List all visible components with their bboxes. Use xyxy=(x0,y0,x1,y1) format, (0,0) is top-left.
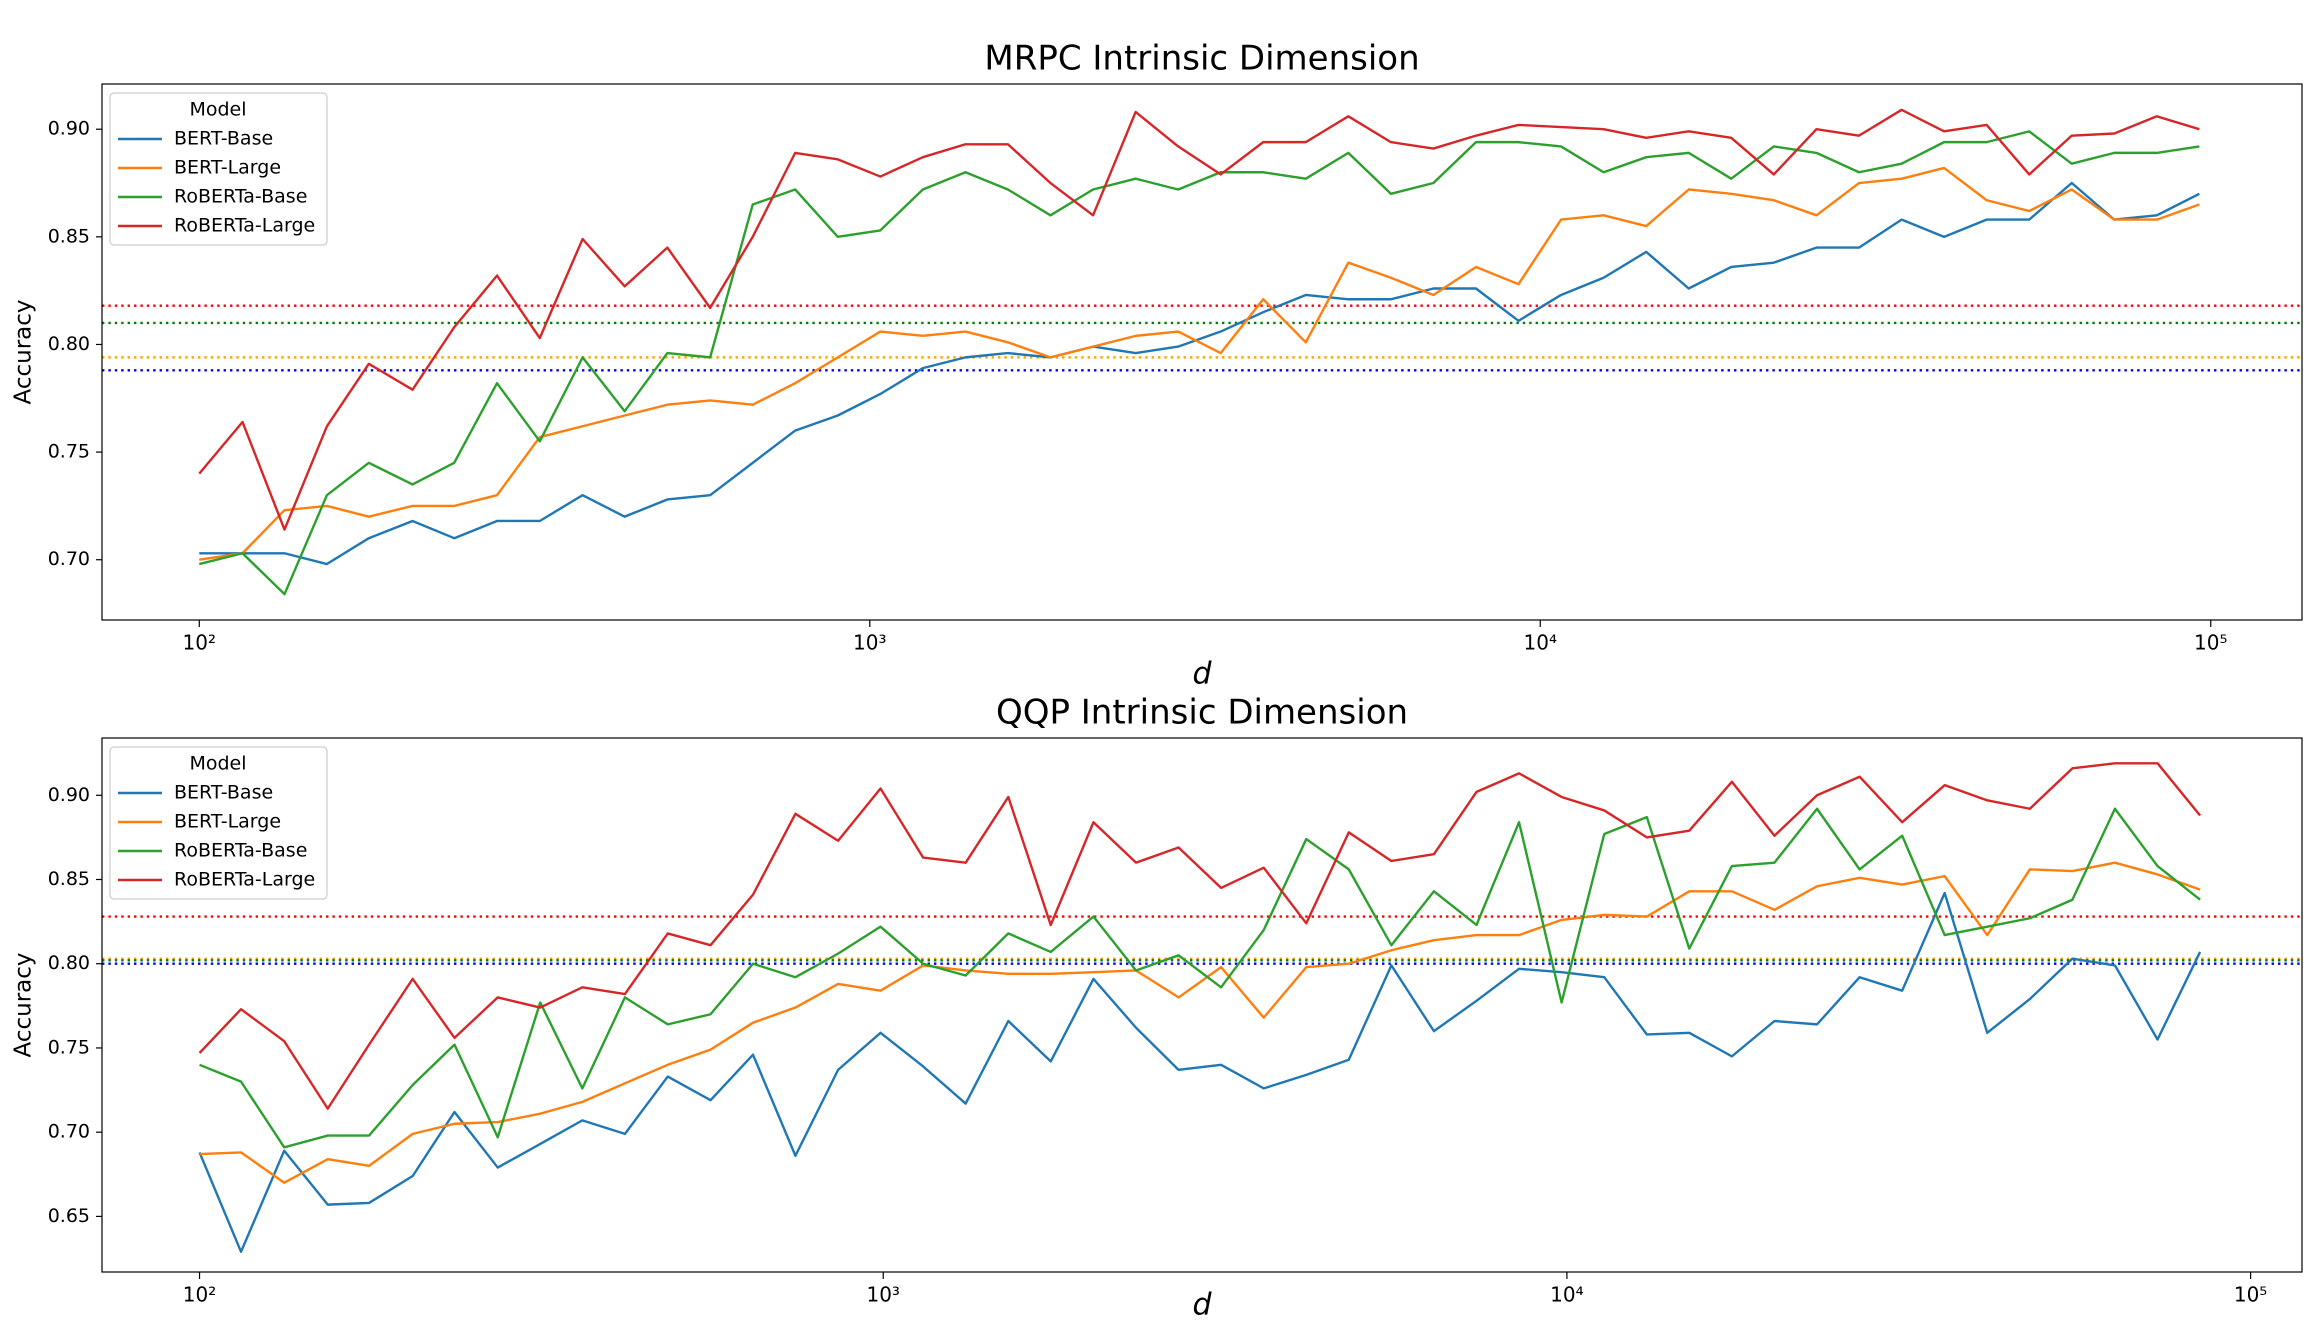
x-tick-label: 10² xyxy=(183,1283,216,1307)
plot-area xyxy=(102,108,2302,596)
legend: Model BERT-Base BERT-Large RoBERTa-Base RoBE… xyxy=(109,92,328,246)
legend-title: Model xyxy=(189,753,246,775)
legend-label: BERT-Base xyxy=(174,128,273,150)
x-tick-label: 10⁴ xyxy=(1550,1283,1583,1307)
chart-title: QQP Intrinsic Dimension xyxy=(996,693,1408,733)
legend-label: BERT-Base xyxy=(174,782,273,804)
x-axis-label: d xyxy=(1192,1288,1212,1322)
x-tick-label: 10² xyxy=(183,631,216,655)
legend-label: BERT-Large xyxy=(174,157,281,179)
chart-title: MRPC Intrinsic Dimension xyxy=(984,39,1419,79)
plot-area xyxy=(102,762,2302,1253)
series-line xyxy=(198,130,2200,596)
y-tick-label: 0.90 xyxy=(48,784,90,806)
legend: Model BERT-Base BERT-Large RoBERTa-Base RoBE… xyxy=(109,746,328,900)
subplot: QQP Intrinsic Dimension 0.65 0.70 0.75 0.80 0… xyxy=(11,693,2303,1322)
y-tick-label: 0.80 xyxy=(48,952,90,974)
y-tick-label: 0.90 xyxy=(48,118,90,140)
y-tick-label: 0.70 xyxy=(48,548,90,570)
legend-title: Model xyxy=(189,99,246,121)
y-tick-label: 0.75 xyxy=(48,441,90,463)
legend-label: RoBERTa-Large xyxy=(174,215,315,237)
series-line xyxy=(198,108,2200,531)
y-tick-label: 0.70 xyxy=(48,1121,90,1143)
y-tick-label: 0.80 xyxy=(48,333,90,355)
legend-label: RoBERTa-Large xyxy=(174,869,315,891)
x-tick-label: 10⁴ xyxy=(1524,631,1557,655)
y-tick-label: 0.75 xyxy=(48,1036,90,1058)
y-tick-label: 0.65 xyxy=(48,1205,90,1227)
x-tick-label: 10³ xyxy=(853,631,886,655)
subplot: MRPC Intrinsic Dimension 0.70 0.75 0.80 0.85… xyxy=(11,39,2303,692)
series-line xyxy=(198,891,2202,1253)
legend-label: RoBERTa-Base xyxy=(174,840,307,862)
y-tick-label: 0.85 xyxy=(48,868,90,890)
legend-box xyxy=(109,92,328,246)
x-tick-label: 10³ xyxy=(866,1283,899,1307)
series-line xyxy=(199,166,2200,561)
y-axis-label: Accuracy xyxy=(11,952,37,1057)
legend-label: RoBERTa-Base xyxy=(174,186,307,208)
y-tick-label: 0.85 xyxy=(48,225,90,247)
x-tick-label: 10⁵ xyxy=(2234,1283,2267,1307)
legend-label: BERT-Large xyxy=(174,811,281,833)
series-line xyxy=(199,861,2201,1184)
x-axis-label: d xyxy=(1192,657,1212,692)
legend-box xyxy=(109,746,328,900)
axes-frame xyxy=(101,83,2303,621)
series-line xyxy=(198,762,2202,1110)
series-line xyxy=(199,807,2201,1149)
y-axis-label: Accuracy xyxy=(11,299,37,404)
series-line xyxy=(199,181,2200,566)
x-tick-label: 10⁵ xyxy=(2194,631,2227,655)
axes-frame xyxy=(101,737,2303,1273)
